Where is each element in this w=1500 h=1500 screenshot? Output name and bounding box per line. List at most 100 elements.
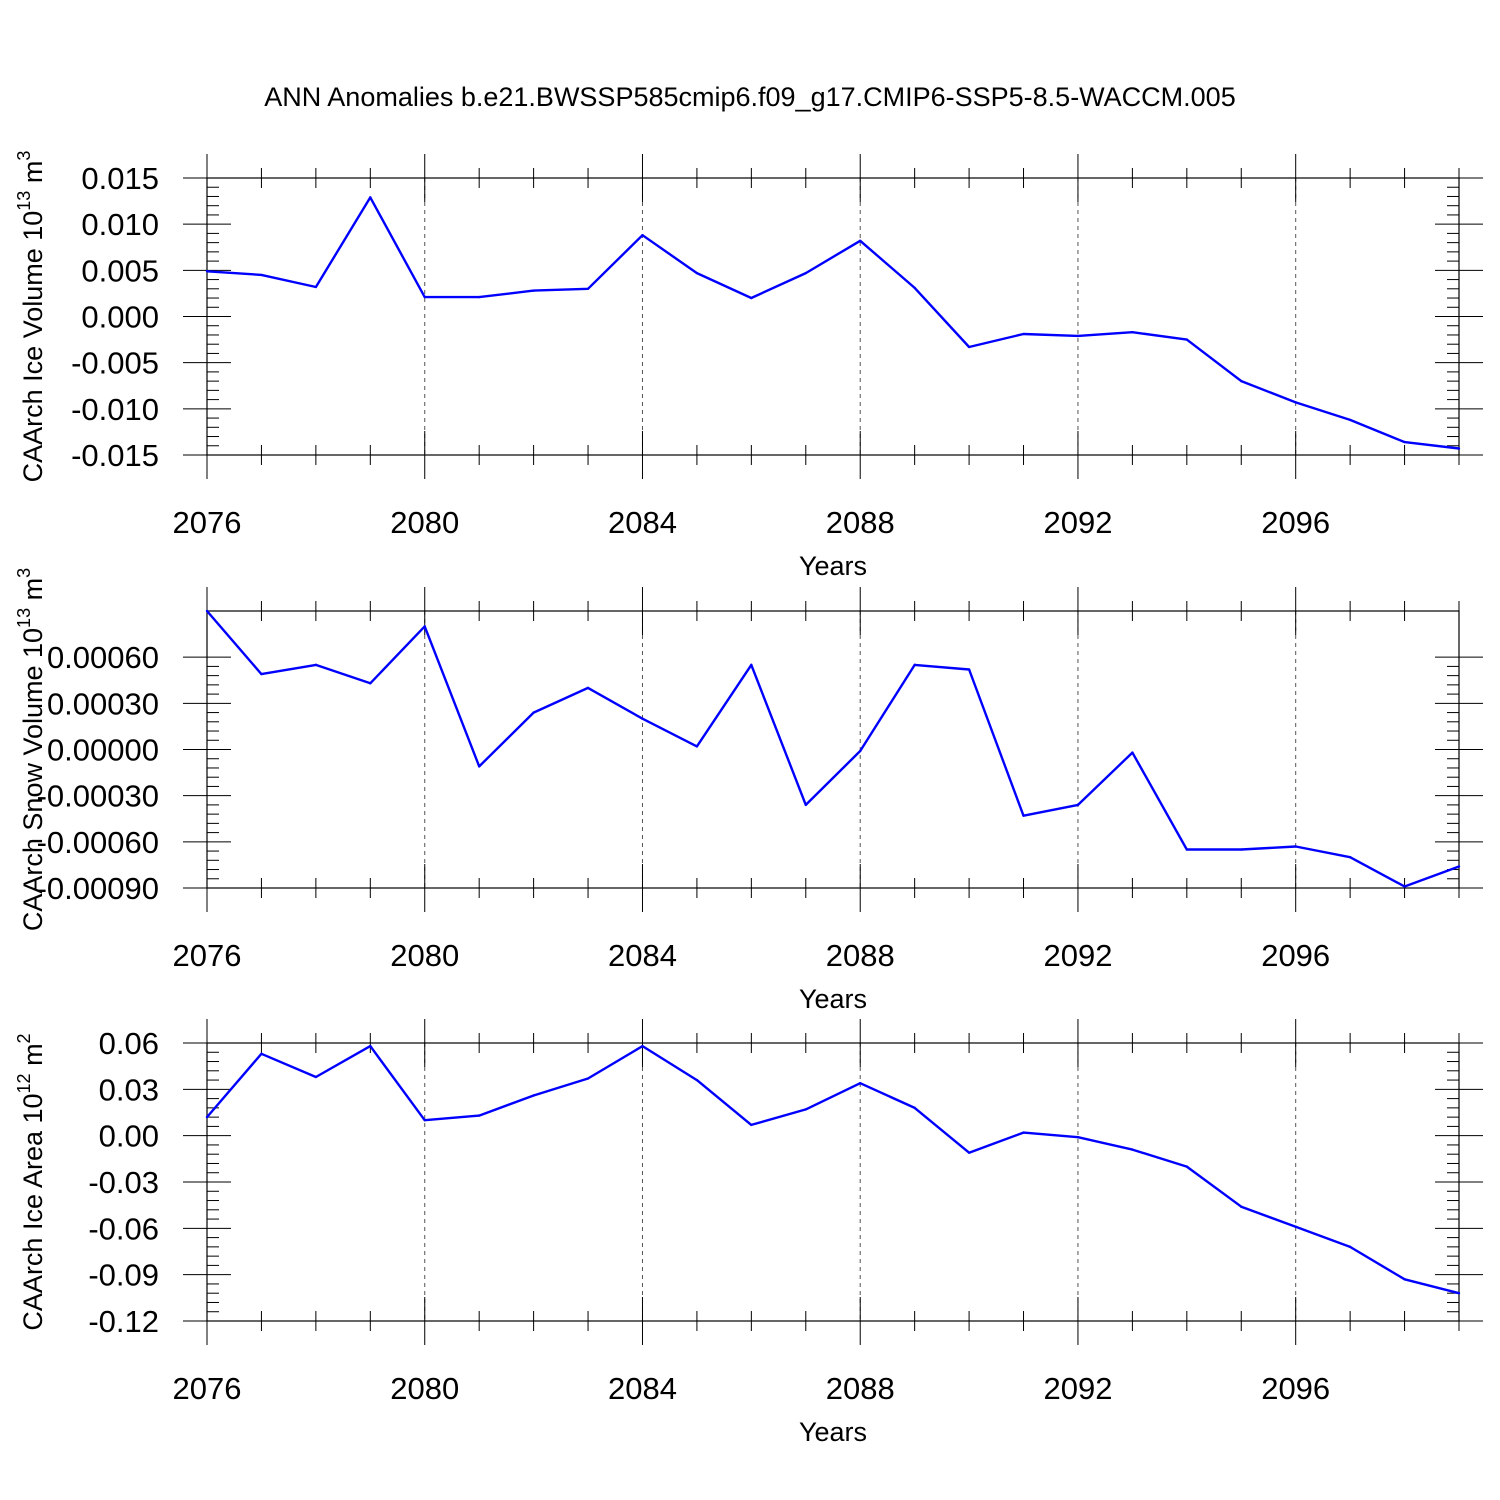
data-point (859, 749, 862, 753)
y-axis-label: CAArch Ice Area 1012 m2 (14, 1033, 48, 1330)
data-point (804, 803, 807, 807)
data-point (1022, 814, 1025, 817)
data-point (205, 270, 209, 273)
x-tick-label: 2088 (826, 505, 895, 540)
y-axis-label-unit-exponent: 3 (14, 151, 34, 161)
data-point (1457, 865, 1461, 868)
data-point (1076, 1136, 1080, 1139)
y-axis-label-unit: m (18, 161, 48, 191)
data-point (695, 745, 699, 748)
data-point (859, 239, 862, 242)
x-tick-label: 2096 (1261, 1371, 1330, 1406)
x-tick-label: 2080 (390, 1371, 459, 1406)
data-point (314, 285, 318, 289)
x-tick-label: 2080 (390, 938, 459, 973)
data-point (1240, 379, 1243, 383)
data-point (750, 1123, 753, 1127)
y-tick-label: 0.00 (99, 1119, 159, 1154)
y-tick-label: 0.00030 (47, 686, 159, 721)
plot-frame (206, 610, 1460, 889)
y-tick-label: -0.06 (88, 1211, 159, 1246)
data-point (586, 1077, 590, 1080)
x-tick-label: 2088 (826, 938, 895, 973)
y-tick-label: -0.12 (88, 1304, 159, 1339)
chart-panel-3: 2076 2080 2084 2088 2092 2096 0.06 0.03 0.00 -0.0… (14, 1019, 1483, 1447)
data-point (532, 711, 535, 714)
y-tick-label: 0.005 (81, 253, 159, 288)
y-axis-label: CAArch Ice Volume 1013 m3 (14, 151, 48, 483)
x-tick-label: 2084 (608, 1371, 677, 1406)
y-tick-label: 0.000 (81, 300, 159, 335)
data-point (586, 287, 590, 290)
data-point (750, 663, 753, 667)
data-point (641, 234, 644, 237)
y-tick-label: -0.015 (71, 438, 159, 473)
y-tick-label: -0.010 (71, 392, 159, 427)
x-axis-label: Years (799, 984, 867, 1014)
y-tick-label: 0.010 (81, 207, 159, 242)
figure-title: ANN Anomalies b.e21.BWSSP585cmip6.f09_g1… (264, 82, 1235, 112)
data-point (967, 1151, 971, 1154)
y-tick-label: 0.03 (99, 1072, 159, 1107)
x-tick-label: 2076 (173, 505, 242, 540)
x-tick-label: 2084 (608, 505, 677, 540)
data-point (804, 1108, 807, 1111)
data-point (1457, 447, 1461, 450)
x-tick-label: 2096 (1261, 938, 1330, 973)
plot-frame (206, 1042, 1460, 1322)
data-point (1131, 751, 1134, 754)
x-tick-label: 2084 (608, 938, 677, 973)
y-axis-label-unit-exponent: 2 (14, 1033, 34, 1043)
y-tick-label: -0.005 (71, 346, 159, 381)
y-tick-label: 0.00060 (47, 640, 159, 675)
data-point (369, 196, 372, 199)
data-point (1348, 856, 1352, 859)
data-point (205, 1115, 209, 1119)
data-point (260, 273, 263, 277)
data-point (205, 609, 209, 613)
x-tick-label: 2092 (1043, 938, 1112, 973)
x-tick-label: 2092 (1043, 1371, 1112, 1406)
y-tick-label: -0.03 (88, 1165, 159, 1200)
y-axis-label-exponent: 12 (14, 1073, 34, 1093)
y-axis-label-text: CAArch Ice Volume 10 (18, 211, 48, 483)
data-point (423, 625, 426, 628)
chart-panel-2: 2076 2080 2084 2088 2092 2096 0.00060 0.00030 0.… (14, 568, 1483, 1014)
series-line (206, 610, 1460, 888)
data-point (477, 1114, 481, 1117)
chart-panel-1: 2076 2080 2084 2088 2092 2096 0.015 0.010 0.005 0… (14, 151, 1483, 581)
data-point (1403, 1278, 1406, 1281)
data-point (695, 1078, 699, 1082)
x-axis-label: Years (799, 551, 867, 581)
data-point (967, 668, 971, 671)
y-tick-label: -0.00030 (37, 779, 159, 814)
data-point (532, 1094, 535, 1097)
x-tick-label: 2088 (826, 1371, 895, 1406)
y-axis-label: CAArch Snow Volume 1013 m3 (14, 568, 48, 931)
data-point (477, 765, 481, 768)
x-tick-label: 2080 (390, 505, 459, 540)
series-line (206, 196, 1460, 450)
data-point (1240, 848, 1243, 851)
y-tick-label: 0.015 (81, 161, 159, 196)
data-point (314, 1075, 318, 1079)
y-axis-label-unit: m (18, 578, 48, 608)
x-tick-label: 2076 (173, 938, 242, 973)
data-point (1131, 1148, 1134, 1151)
data-point (913, 286, 916, 290)
y-tick-label: -0.00090 (37, 871, 159, 906)
data-point (750, 296, 753, 300)
data-point (477, 295, 481, 299)
y-axis-label-exponent: 13 (14, 608, 34, 628)
data-point (641, 717, 644, 720)
data-point (1294, 845, 1297, 848)
data-point (913, 1106, 916, 1110)
y-axis-label-unit-exponent: 3 (14, 568, 34, 578)
data-point (1403, 440, 1406, 444)
y-tick-label: 0.00000 (47, 733, 159, 768)
data-point (314, 663, 318, 667)
y-axis-label-unit: m (18, 1043, 48, 1073)
y-axis-label-text: CAArch Snow Volume 10 (18, 628, 48, 931)
data-point (369, 682, 372, 685)
